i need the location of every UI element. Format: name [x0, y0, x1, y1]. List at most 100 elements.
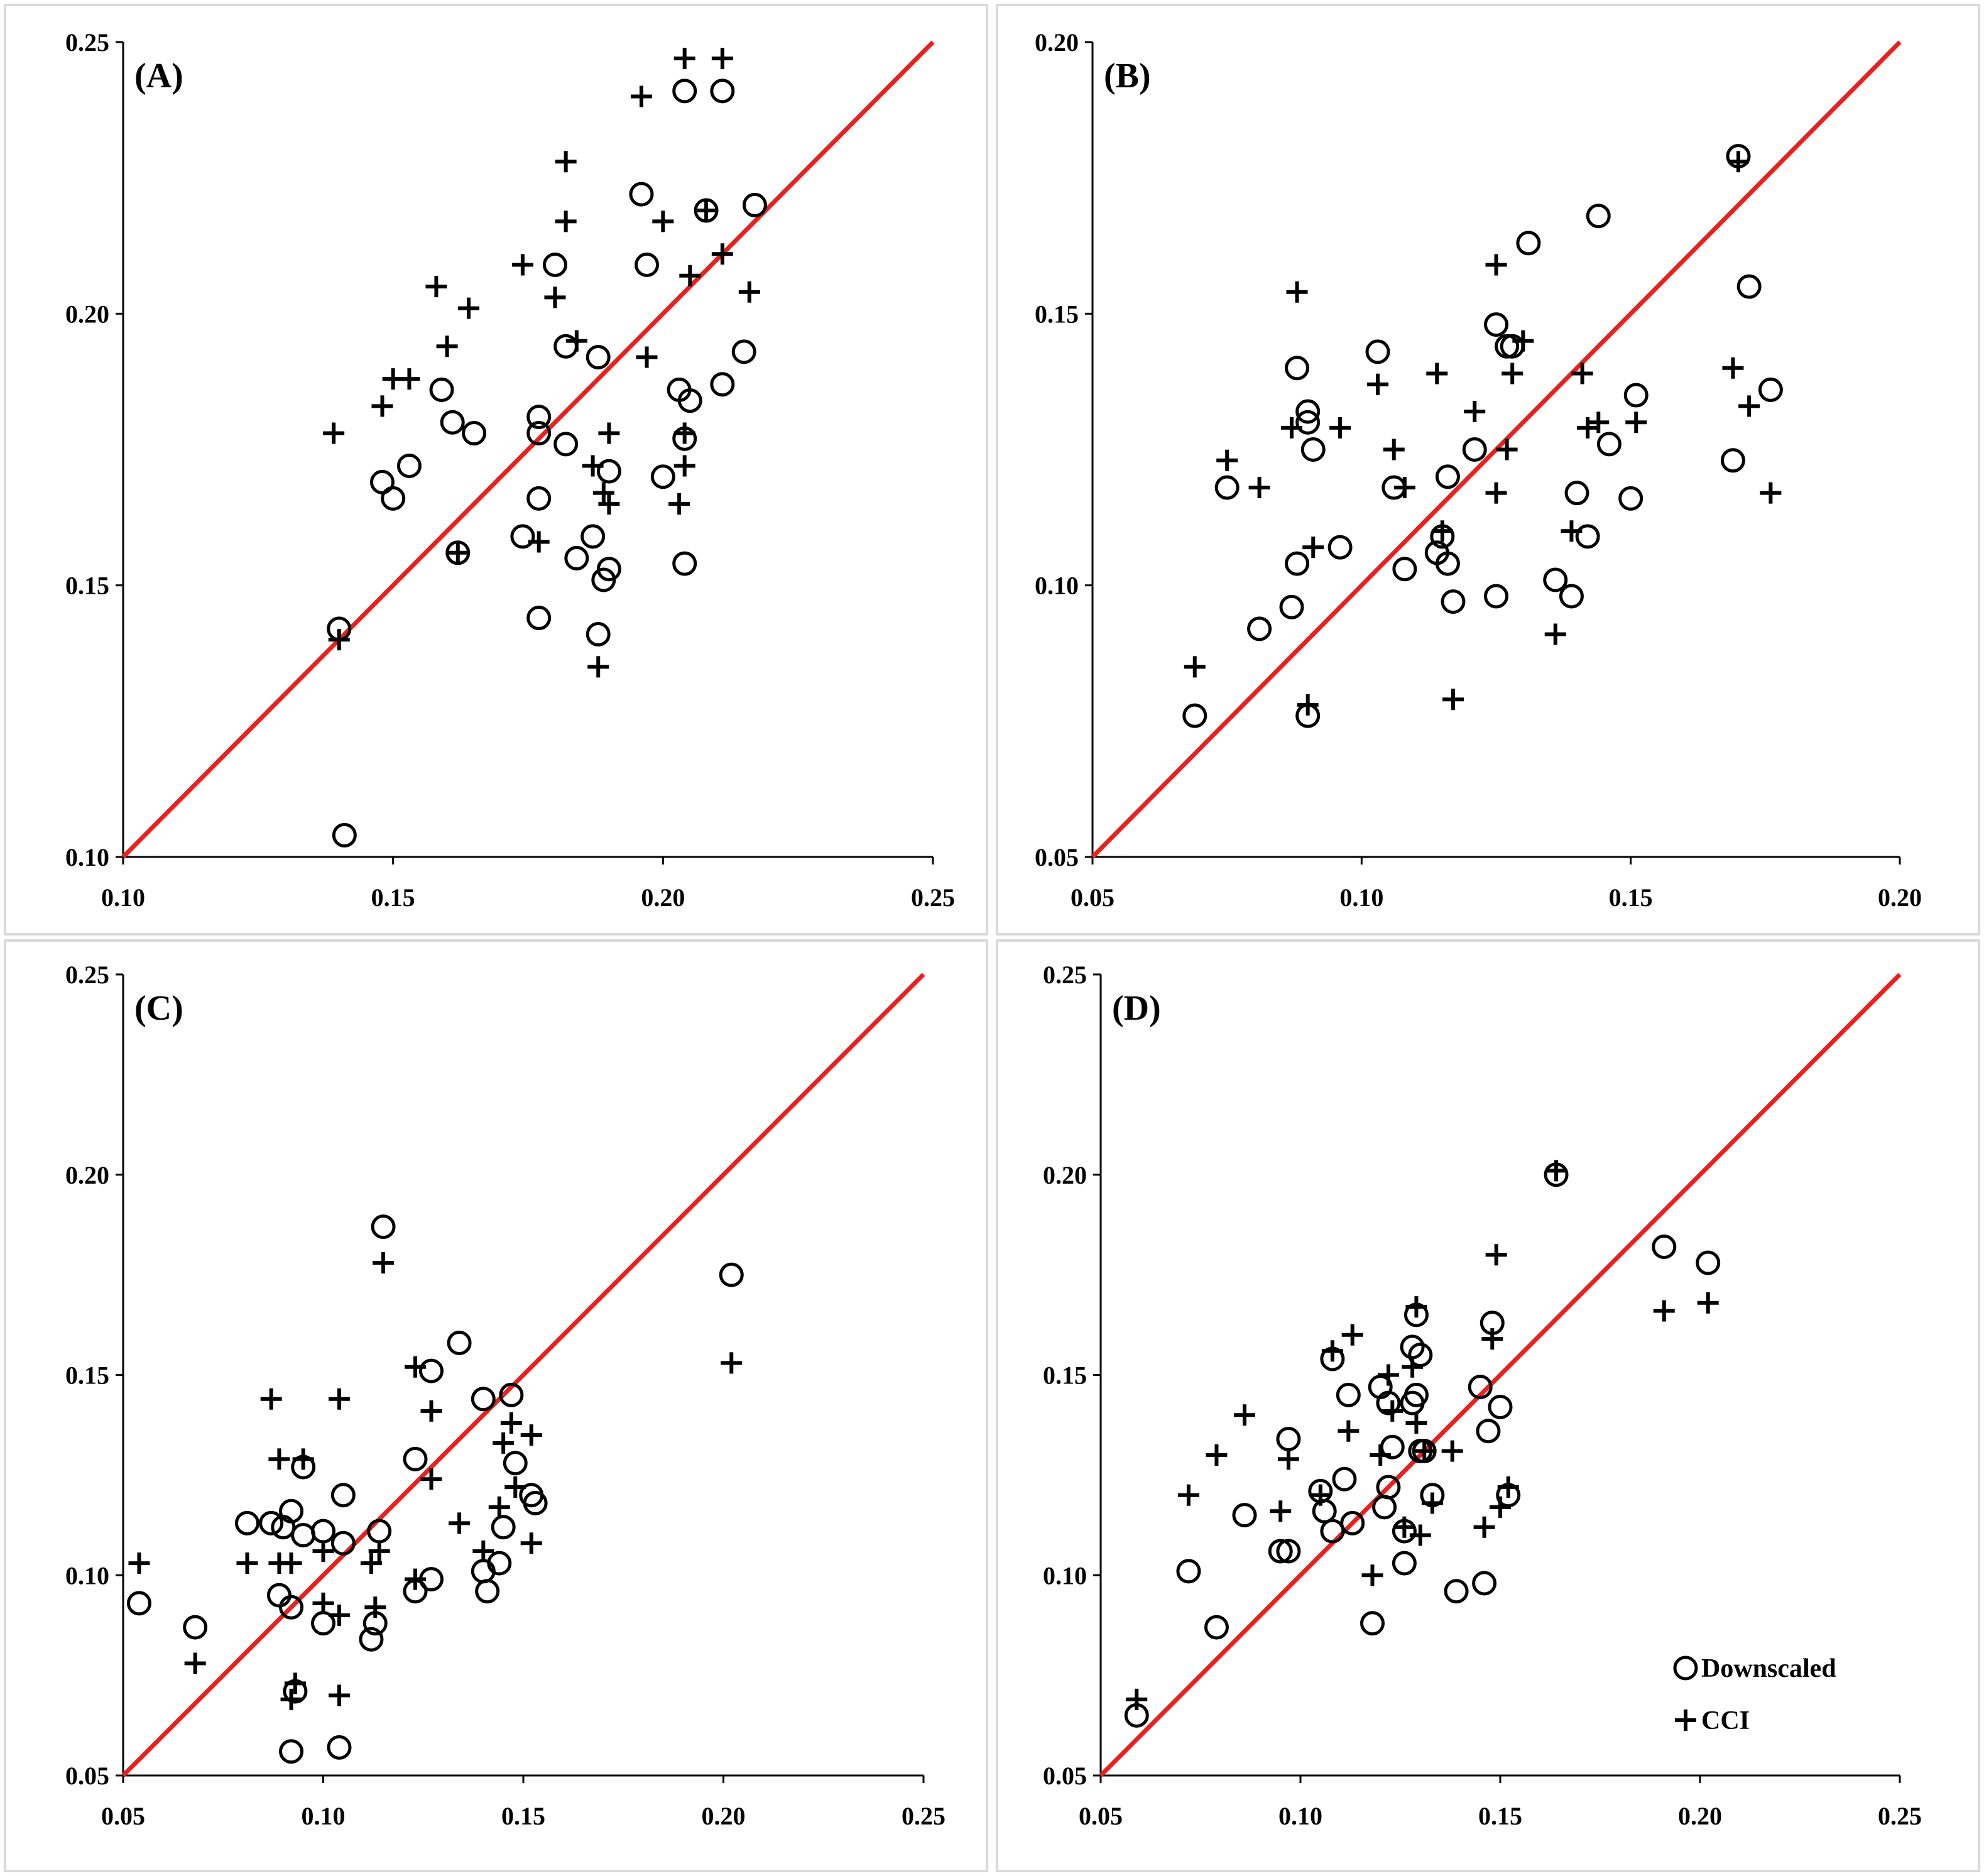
- downscaled-point: [462, 421, 487, 446]
- cci-point: [420, 1400, 442, 1422]
- cci-point: [405, 1356, 427, 1378]
- downscaled-point: [1327, 535, 1353, 560]
- cci-point: [668, 493, 690, 515]
- downscaled-point: [1404, 1382, 1429, 1407]
- downscaled-point: [1295, 410, 1321, 435]
- downscaled-point: [510, 524, 535, 549]
- cci-point: [184, 1652, 206, 1674]
- cci-point: [1414, 1440, 1436, 1462]
- panel-c-y-tick-label: 0.05: [65, 1762, 109, 1790]
- panel-b-one-to-one-line: [1091, 40, 1902, 859]
- cci-point: [1722, 357, 1744, 379]
- cci-point: [511, 254, 533, 276]
- panel-d-y-tick-label: 0.20: [1043, 1161, 1087, 1189]
- cci-point: [292, 1448, 314, 1470]
- cci-point: [1545, 1160, 1567, 1182]
- panel-a-one-to-one-line: [121, 40, 935, 859]
- downscaled-point: [672, 79, 697, 104]
- cci-point: [1297, 694, 1319, 716]
- panel-b-series-downscaled: [1182, 144, 1783, 728]
- cci-point: [711, 47, 733, 69]
- downscaled-point: [1623, 383, 1649, 408]
- downscaled-point: [1392, 1551, 1417, 1576]
- cci-point: [1233, 1404, 1255, 1426]
- cci-point: [493, 1432, 515, 1454]
- downscaled-point: [1476, 1419, 1501, 1444]
- downscaled-point: [1365, 339, 1390, 364]
- cci-point: [1377, 1364, 1399, 1386]
- panel-a-y-tick-label: 0.15: [65, 572, 109, 600]
- cci-point: [636, 346, 658, 368]
- legend: Downscaled CCI: [1673, 1654, 1836, 1735]
- cci-point: [1277, 1448, 1299, 1470]
- cci-point: [1496, 439, 1518, 461]
- panel-d-x-tick-label: 0.15: [1478, 1802, 1522, 1830]
- downscaled-point: [1652, 1235, 1677, 1259]
- cci-point: [520, 1424, 542, 1446]
- cci-point: [323, 422, 345, 444]
- downscaled-point: [596, 557, 621, 582]
- cci-point: [328, 629, 350, 651]
- panel-a-x-tick-label: 0.10: [101, 883, 145, 912]
- downscaled-point: [487, 1551, 512, 1576]
- panel-c-x-tick-label: 0.20: [702, 1802, 746, 1830]
- downscaled-point: [1586, 204, 1611, 229]
- downscaled-point: [526, 486, 552, 511]
- cci-point: [236, 1552, 258, 1574]
- cci-point: [1248, 477, 1270, 499]
- panel-d-series-cci: [1126, 1160, 1719, 1710]
- cci-point: [598, 422, 620, 444]
- downscaled-point: [1575, 524, 1600, 549]
- cci-point: [630, 85, 652, 107]
- cci-point: [436, 335, 458, 357]
- downscaled-point: [1214, 475, 1240, 500]
- cci-point: [312, 1541, 334, 1562]
- cci-point: [447, 542, 469, 564]
- panel-b-series-cci: [1184, 151, 1782, 716]
- downscaled-point: [542, 253, 567, 278]
- downscaled-point: [332, 822, 357, 848]
- cci-point: [364, 1596, 386, 1618]
- cci-point: [1405, 1412, 1427, 1434]
- downscaled-point: [1392, 557, 1417, 582]
- cci-point: [457, 297, 479, 319]
- cci-point: [1473, 1516, 1495, 1538]
- downscaled-point: [1285, 356, 1310, 381]
- downscaled-point: [396, 453, 422, 478]
- panel-a-series-cci: [323, 47, 760, 678]
- downscaled-point: [1596, 432, 1622, 457]
- cci-point: [1544, 623, 1566, 645]
- cci-point: [652, 210, 674, 232]
- cci-point: [328, 1605, 350, 1626]
- cci-point: [1728, 151, 1749, 173]
- panel-d-y-tick-label: 0.25: [1043, 961, 1087, 989]
- legend-downscaled-label: Downscaled: [1701, 1654, 1836, 1683]
- panel-c-y-tick-label: 0.20: [65, 1161, 109, 1189]
- panel-b-frame: [996, 4, 1980, 935]
- cci-point: [1402, 1356, 1424, 1378]
- panel-c: 0.05 0.10 0.15 0.20 0.25 0.05 0.10 0.15 0.20 0.25…: [4, 939, 988, 1872]
- panel-b-x-tick-label: 0.15: [1609, 883, 1653, 912]
- downscaled-point: [731, 339, 756, 364]
- cci-point: [1383, 439, 1405, 461]
- cci-point: [721, 1352, 743, 1374]
- cci-point: [1405, 1296, 1427, 1318]
- downscaled-point: [710, 372, 735, 397]
- cci-point: [598, 493, 620, 515]
- downscaled-point: [1279, 594, 1304, 619]
- downscaled-point: [1758, 377, 1783, 402]
- downscaled-point: [475, 1579, 500, 1604]
- downscaled-point: [1444, 1579, 1469, 1604]
- legend-circle-icon: [1673, 1655, 1698, 1681]
- downscaled-point: [429, 377, 454, 402]
- downscaled-point: [279, 1595, 304, 1620]
- downscaled-point: [259, 1510, 284, 1535]
- downscaled-point: [526, 405, 552, 430]
- downscaled-point: [381, 486, 406, 511]
- downscaled-point: [526, 421, 552, 446]
- panel-b-x-tick-label: 0.10: [1339, 883, 1383, 912]
- panel-d-x-tick-label: 0.25: [1878, 1802, 1922, 1830]
- downscaled-point: [1276, 1539, 1301, 1564]
- panel-b-x-tick-label: 0.20: [1878, 883, 1922, 912]
